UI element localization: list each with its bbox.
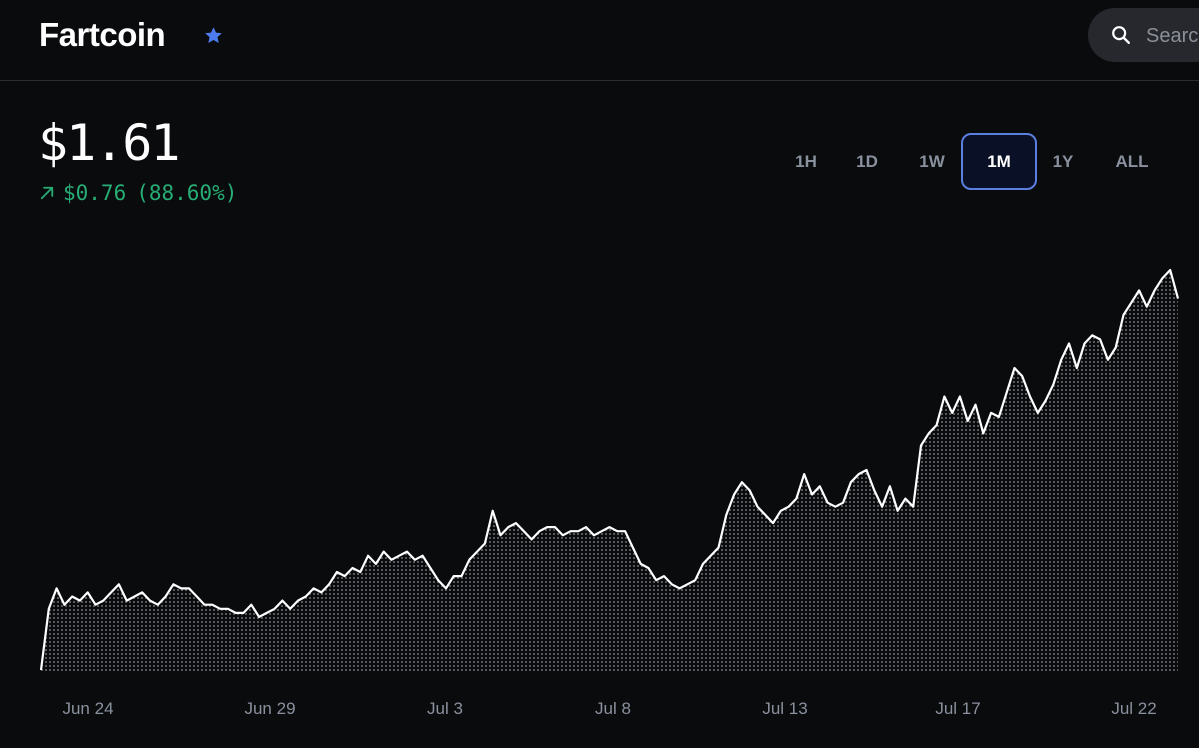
search-box[interactable] — [1088, 8, 1199, 62]
x-tick-label: Jul 8 — [595, 699, 631, 718]
change-amount: $0.76 — [63, 181, 127, 205]
price-line — [39, 268, 1180, 671]
current-price: $1.61 — [38, 114, 181, 172]
tab-1h[interactable]: 1H — [795, 151, 817, 171]
x-tick-label: Jul 22 — [1111, 699, 1157, 718]
x-tick-label: Jul 17 — [935, 699, 981, 718]
star-icon[interactable] — [203, 25, 224, 46]
top-bar: Fartcoin — [0, 0, 1199, 81]
arrow-up-right-icon — [40, 186, 54, 200]
change-percent: (88.60%) — [136, 181, 238, 205]
price-area-fill — [41, 270, 1178, 673]
x-tick-label: Jul 3 — [427, 699, 463, 718]
x-tick-label: Jun 24 — [62, 699, 114, 718]
tab-1m[interactable]: 1M — [961, 133, 1037, 190]
x-tick-label: Jul 13 — [762, 699, 808, 718]
search-input[interactable] — [1144, 18, 1199, 54]
tab-1w[interactable]: 1W — [919, 151, 945, 171]
price-change: $0.76 (88.60%) — [38, 178, 237, 208]
asset-title: Fartcoin — [39, 16, 166, 53]
x-tick-label: Jun 29 — [244, 699, 296, 718]
search-icon — [1112, 26, 1130, 44]
tab-1d[interactable]: 1D — [856, 151, 878, 171]
chart-plot-area — [39, 268, 1180, 673]
tab-1y[interactable]: 1Y — [1052, 151, 1074, 171]
tab-all[interactable]: ALL — [1115, 151, 1149, 171]
